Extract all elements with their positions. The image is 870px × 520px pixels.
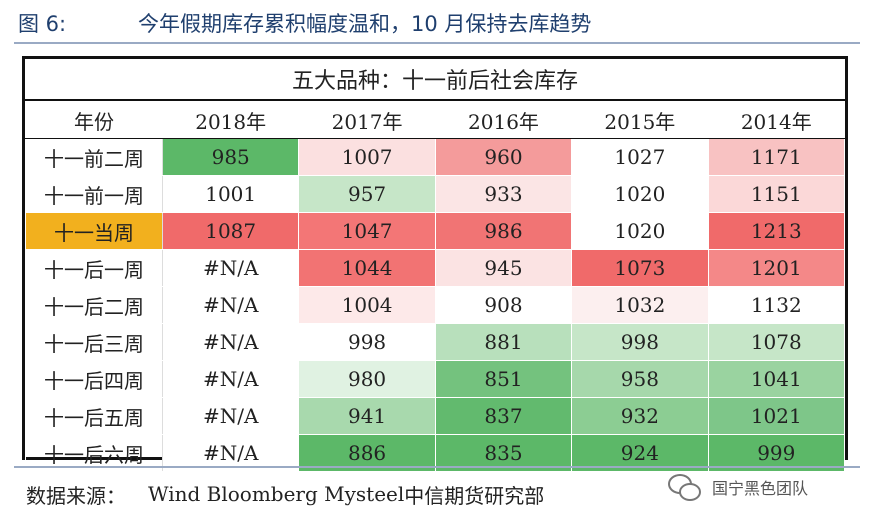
value-cell: 933 <box>434 175 573 213</box>
source-line: 数据来源： Wind Bloomberg Mysteel 中信期货研究部 <box>26 478 544 510</box>
value-cell: 941 <box>298 397 436 435</box>
table-row: 十一后四周 #N/A 980 851 958 1041 <box>25 360 846 398</box>
value-cell: 1041 <box>707 360 846 398</box>
table-row: 十一前一周 1001 957 933 1020 1151 <box>25 175 846 213</box>
wechat-icon <box>668 472 702 502</box>
value-cell: 932 <box>571 397 709 435</box>
value-cell: 851 <box>434 360 573 398</box>
value-cell: 1047 <box>298 212 436 250</box>
row-label: 十一前一周 <box>25 175 163 213</box>
value-cell: #N/A <box>161 323 300 361</box>
row-label: 十一后五周 <box>25 397 163 435</box>
value-cell: 1004 <box>298 286 436 324</box>
value-cell: 1020 <box>571 175 709 213</box>
value-cell: 998 <box>298 323 436 361</box>
value-cell: #N/A <box>161 397 300 435</box>
value-cell: 1021 <box>707 397 846 435</box>
value-cell: 1171 <box>707 138 846 176</box>
value-cell: 1027 <box>571 138 709 176</box>
row-label: 十一前二周 <box>25 138 163 176</box>
source-text-en: Wind Bloomberg Mysteel <box>148 482 405 506</box>
source-text-cn: 中信期货研究部 <box>404 483 545 508</box>
table-row: 十一后二周 #N/A 1004 908 1032 1132 <box>25 286 846 324</box>
value-cell: 1087 <box>161 212 300 250</box>
figure-caption: 今年假期库存累积幅度温和，10 月保持去库趋势 <box>138 12 592 36</box>
corner-header: 年份 <box>25 101 163 139</box>
value-cell: #N/A <box>161 360 300 398</box>
row-label: 十一后一周 <box>25 249 163 287</box>
table-row: 十一后六周 #N/A 886 835 924 999 <box>25 434 846 472</box>
column-header: 2018年 <box>161 101 300 139</box>
source-label: 数据来源： <box>26 483 126 508</box>
figure-number: 图 6: <box>18 12 67 36</box>
inventory-table: 年份 2018年 2017年 2016年 2015年 2014年 十一前二周 98… <box>25 101 846 472</box>
top-divider <box>14 42 860 44</box>
value-cell: 1044 <box>298 249 436 287</box>
value-cell: 998 <box>571 323 709 361</box>
value-cell: 1007 <box>298 138 436 176</box>
value-cell: 924 <box>571 434 709 472</box>
inventory-table-frame: 五大品种：十一前后社会库存 年份 2018年 2017年 2016年 2015年… <box>22 56 848 472</box>
row-label: 十一后六周 <box>25 434 163 472</box>
table-row: 十一前二周 985 1007 960 1027 1171 <box>25 138 846 176</box>
value-cell: 1032 <box>571 286 709 324</box>
value-cell: 945 <box>434 249 573 287</box>
value-cell: 1078 <box>707 323 846 361</box>
row-label: 十一当周 <box>25 212 163 250</box>
table-title: 五大品种：十一前后社会库存 <box>25 59 845 101</box>
value-cell: 980 <box>298 360 436 398</box>
row-label: 十一后四周 <box>25 360 163 398</box>
value-cell: 908 <box>434 286 573 324</box>
table-body: 十一前二周 985 1007 960 1027 1171 十一前一周 1001 957 933 10… <box>25 138 846 472</box>
table-row: 十一后一周 #N/A 1044 945 1073 1201 <box>25 249 846 287</box>
value-cell: 999 <box>707 434 846 472</box>
value-cell: 1132 <box>707 286 846 324</box>
value-cell: 1151 <box>707 175 846 213</box>
column-header: 2017年 <box>298 101 436 139</box>
row-label: 十一后二周 <box>25 286 163 324</box>
figure-title: 图 6: 今年假期库存累积幅度温和，10 月保持去库趋势 <box>18 8 858 38</box>
column-header: 2014年 <box>707 101 846 139</box>
column-header: 2016年 <box>434 101 573 139</box>
value-cell: 986 <box>434 212 573 250</box>
value-cell: #N/A <box>161 434 300 472</box>
value-cell: 1213 <box>707 212 846 250</box>
table-row: 十一后三周 #N/A 998 881 998 1078 <box>25 323 846 361</box>
value-cell: 1020 <box>571 212 709 250</box>
value-cell: 958 <box>571 360 709 398</box>
column-header: 2015年 <box>571 101 709 139</box>
value-cell: 881 <box>434 323 573 361</box>
value-cell: 985 <box>161 138 300 176</box>
bottom-divider <box>14 466 860 468</box>
value-cell: #N/A <box>161 286 300 324</box>
row-label: 十一后三周 <box>25 323 163 361</box>
table-row: 十一当周 1087 1047 986 1020 1213 <box>25 212 846 250</box>
value-cell: #N/A <box>161 249 300 287</box>
table-header-row: 年份 2018年 2017年 2016年 2015年 2014年 <box>25 101 846 139</box>
value-cell: 886 <box>298 434 436 472</box>
value-cell: 1201 <box>707 249 846 287</box>
watermark-text: 国宁黑色团队 <box>712 479 809 498</box>
watermark: 国宁黑色团队 <box>668 470 808 504</box>
value-cell: 957 <box>298 175 436 213</box>
value-cell: 837 <box>434 397 573 435</box>
table-row: 十一后五周 #N/A 941 837 932 1021 <box>25 397 846 435</box>
value-cell: 1073 <box>571 249 709 287</box>
value-cell: 835 <box>434 434 573 472</box>
value-cell: 1001 <box>161 175 300 213</box>
value-cell: 960 <box>434 138 573 176</box>
